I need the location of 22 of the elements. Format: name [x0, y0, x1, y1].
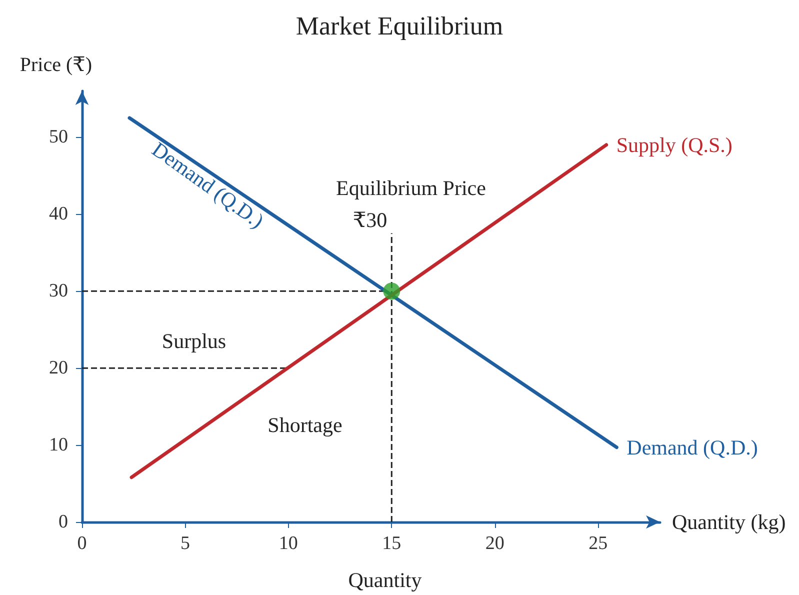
annotation: Equilibrium Price [336, 176, 486, 200]
series-label: Supply (Q.S.) [616, 132, 732, 157]
x-tick-label: 5 [180, 533, 190, 554]
chart-title: Market Equilibrium [296, 12, 504, 40]
x-tick-label: 15 [382, 533, 402, 554]
x-tick-label: 20 [485, 533, 504, 554]
y-axis-title: Price (₹) [20, 54, 92, 76]
text: Quantity [348, 568, 422, 592]
series-label: Demand (Q.D.) [626, 435, 758, 460]
y-tick-label: 10 [49, 434, 68, 456]
annotation: Surplus [162, 329, 226, 353]
y-tick-label: 40 [49, 204, 68, 225]
x-tick-label: 0 [77, 533, 87, 554]
annotation: ₹30 [352, 208, 388, 232]
y-tick-label: 0 [58, 512, 68, 532]
x-tick-label: 25 [588, 533, 608, 554]
y-tick-label: 50 [49, 126, 68, 148]
y-tick-label: 20 [49, 358, 68, 379]
y-tick-label: 30 [49, 280, 68, 302]
x-axis-title: Quantity (kg) [672, 510, 786, 534]
annotation: Shortage [268, 413, 342, 437]
x-tick-label: 10 [278, 533, 298, 554]
